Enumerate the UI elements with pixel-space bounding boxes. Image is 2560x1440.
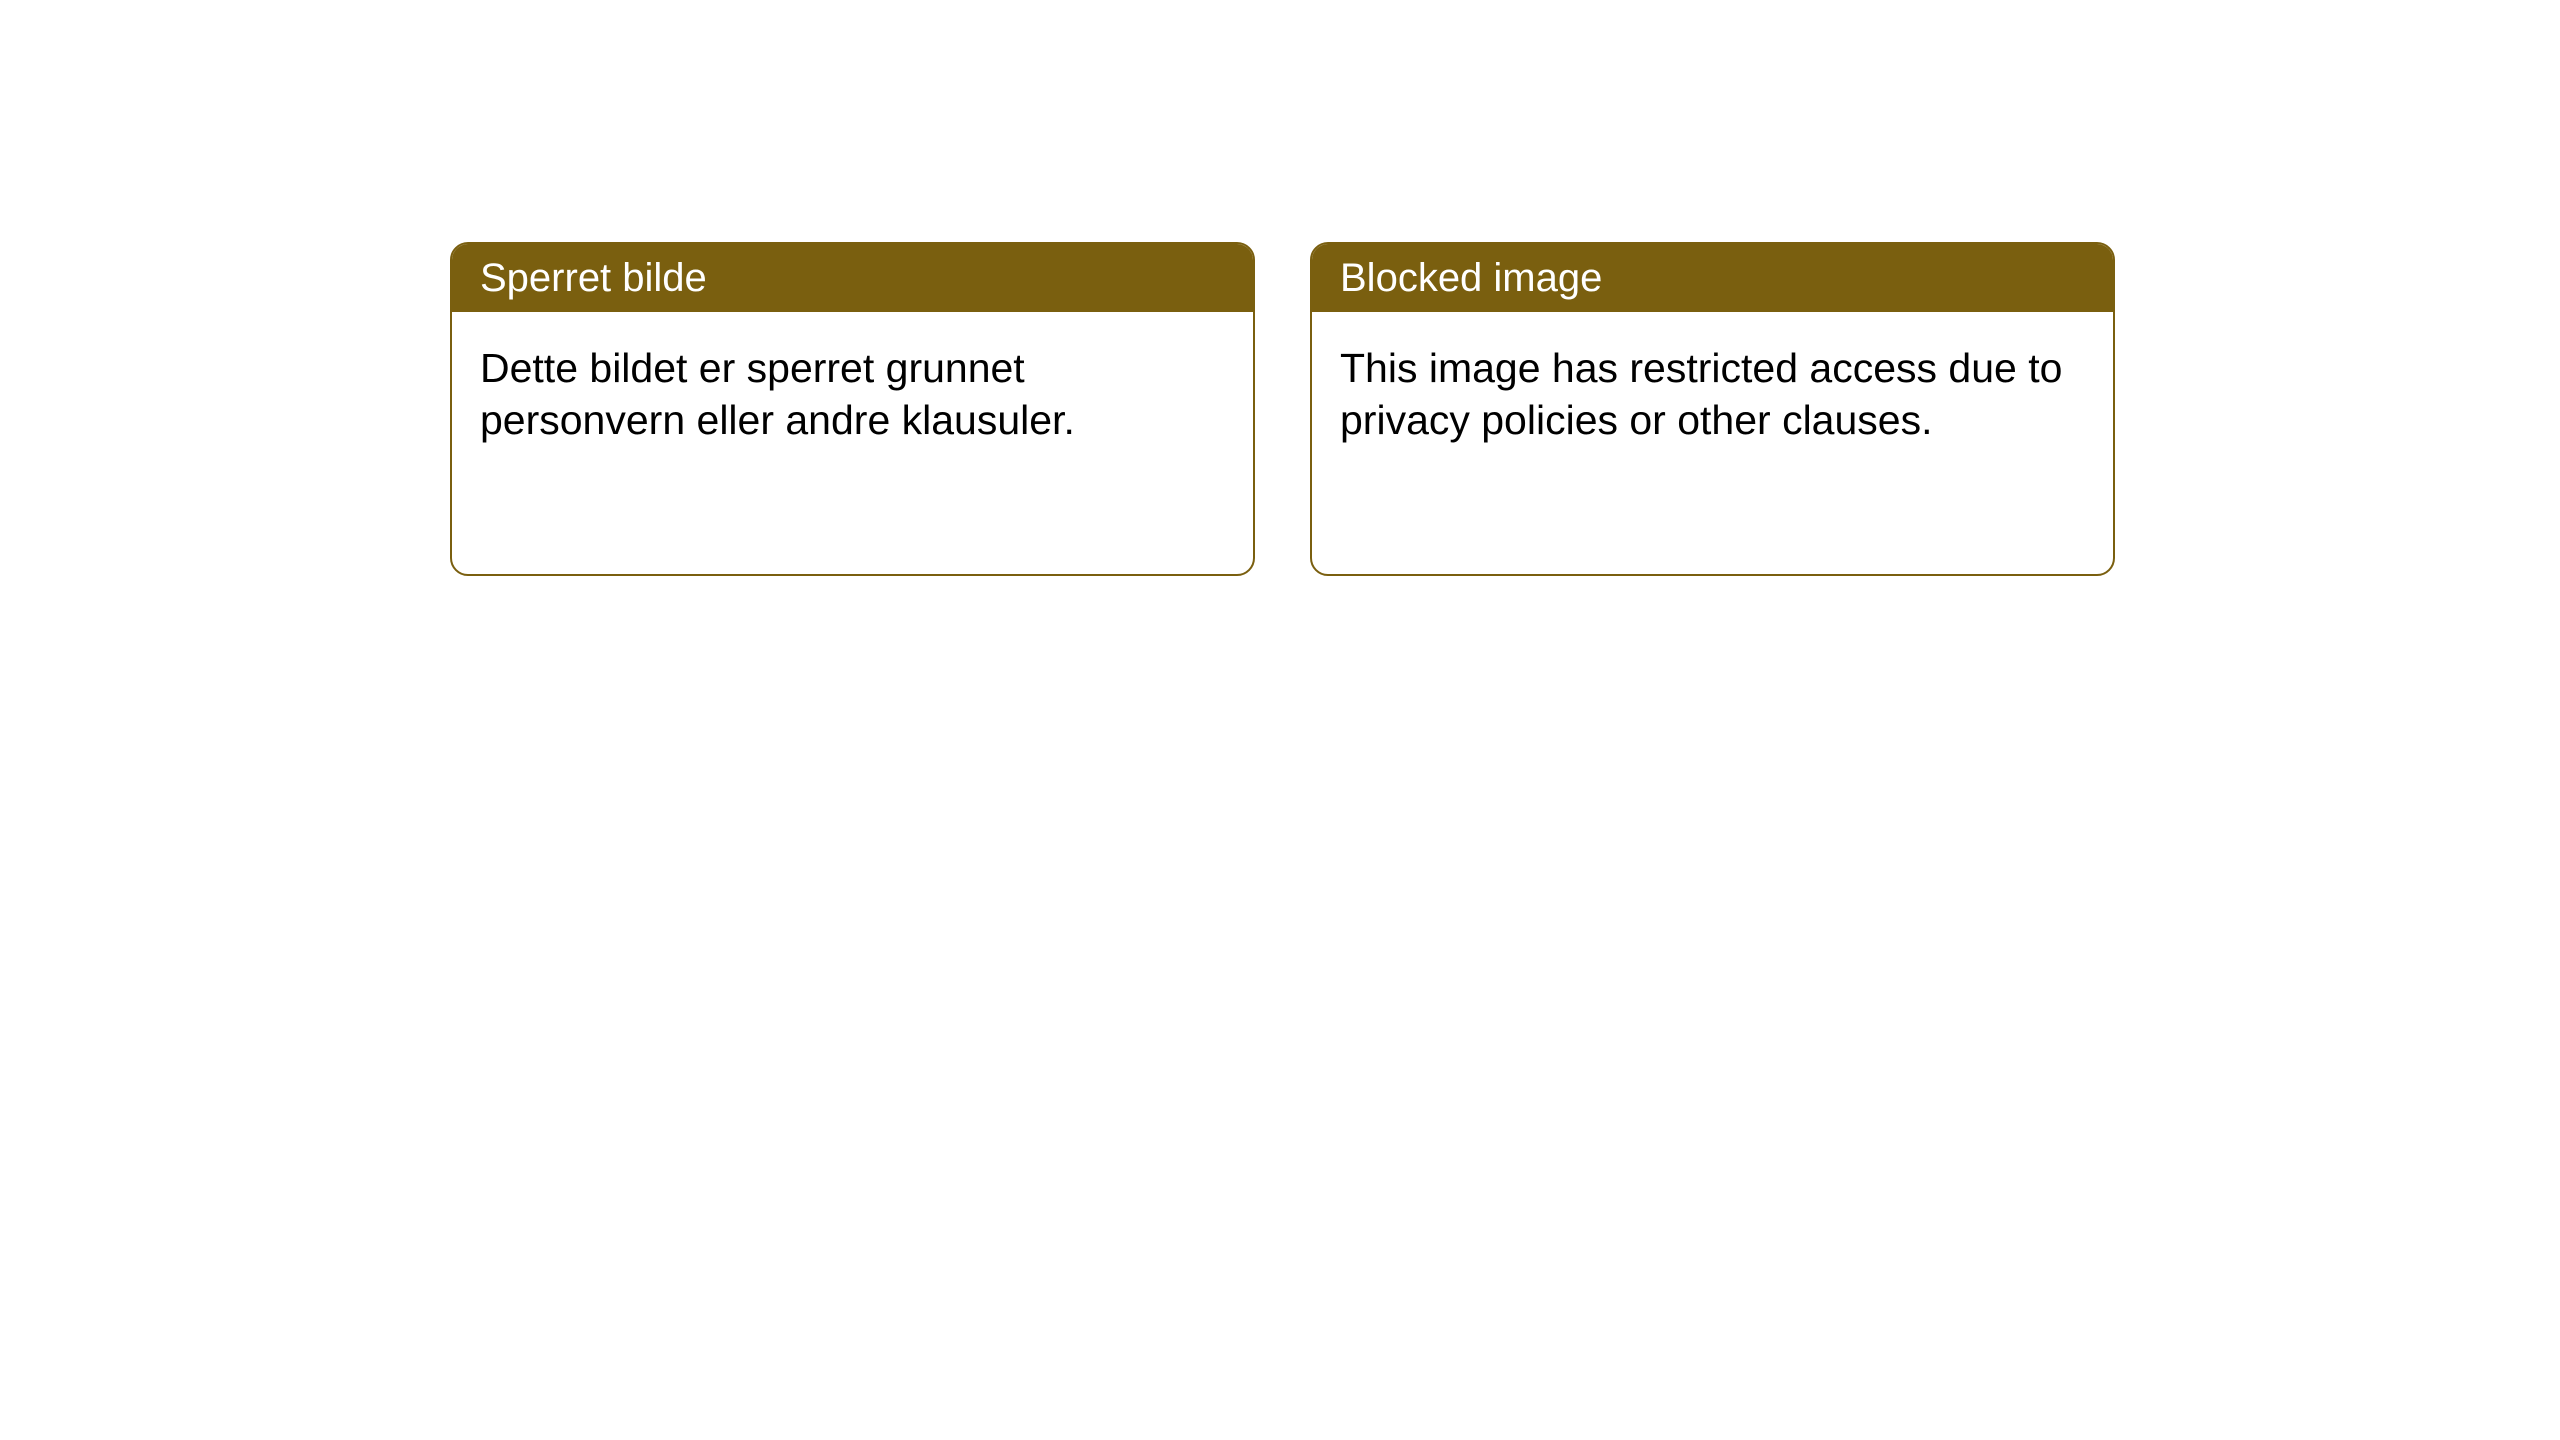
notice-body: Dette bildet er sperret grunnet personve… (452, 312, 1253, 477)
notice-box-norwegian: Sperret bilde Dette bildet er sperret gr… (450, 242, 1255, 576)
notice-box-english: Blocked image This image has restricted … (1310, 242, 2115, 576)
notice-body: This image has restricted access due to … (1312, 312, 2113, 477)
notice-header: Blocked image (1312, 244, 2113, 312)
notice-container: Sperret bilde Dette bildet er sperret gr… (450, 242, 2115, 576)
notice-header: Sperret bilde (452, 244, 1253, 312)
